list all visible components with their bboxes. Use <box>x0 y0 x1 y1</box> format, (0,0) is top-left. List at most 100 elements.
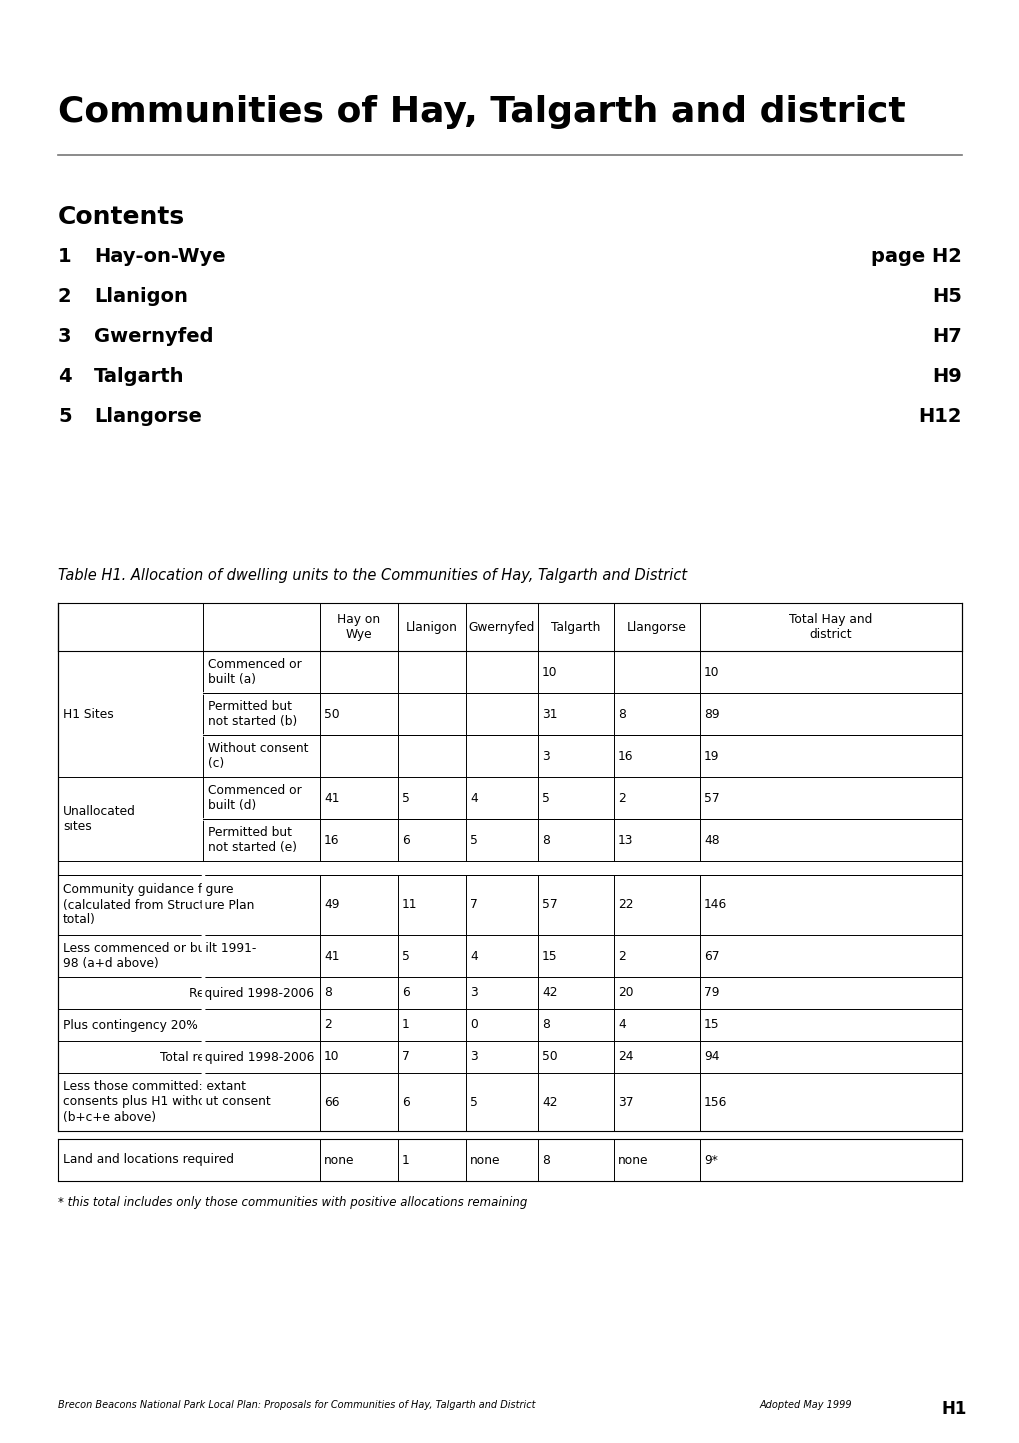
Text: Commenced or
built (d): Commenced or built (d) <box>208 784 302 812</box>
Text: Gwernyfed: Gwernyfed <box>469 620 535 633</box>
Text: 50: 50 <box>541 1051 557 1063</box>
Text: 8: 8 <box>541 834 549 847</box>
Text: Contents: Contents <box>58 205 184 229</box>
Text: * this total includes only those communities with positive allocations remaining: * this total includes only those communi… <box>58 1196 527 1209</box>
Text: none: none <box>470 1153 500 1166</box>
Text: 22: 22 <box>618 899 633 912</box>
Text: page H2: page H2 <box>870 247 961 266</box>
Text: 10: 10 <box>324 1051 339 1063</box>
Text: 1: 1 <box>401 1019 410 1032</box>
Text: 5: 5 <box>470 1095 478 1108</box>
Text: 57: 57 <box>703 792 719 805</box>
Text: Without consent
(c): Without consent (c) <box>208 742 308 771</box>
Text: Permitted but
not started (e): Permitted but not started (e) <box>208 825 297 854</box>
Text: 50: 50 <box>324 707 339 720</box>
Text: 4: 4 <box>618 1019 625 1032</box>
Text: Land and locations required: Land and locations required <box>63 1153 233 1166</box>
Text: 9*: 9* <box>703 1153 717 1166</box>
Text: 5: 5 <box>58 407 71 426</box>
Text: 42: 42 <box>541 1095 557 1108</box>
Text: 3: 3 <box>470 1051 477 1063</box>
Text: Talgarth: Talgarth <box>94 367 184 385</box>
Text: 16: 16 <box>618 749 633 762</box>
Text: H1: H1 <box>941 1400 966 1418</box>
Text: 15: 15 <box>703 1019 719 1032</box>
Text: 6: 6 <box>401 834 410 847</box>
Text: Hay on
Wye: Hay on Wye <box>337 613 380 641</box>
Text: 16: 16 <box>324 834 339 847</box>
Text: 48: 48 <box>703 834 719 847</box>
Text: H9: H9 <box>931 367 961 385</box>
Text: 5: 5 <box>401 949 410 962</box>
Text: H7: H7 <box>931 328 961 346</box>
Text: 11: 11 <box>401 899 417 912</box>
Text: 6: 6 <box>401 1095 410 1108</box>
Text: Talgarth: Talgarth <box>551 620 600 633</box>
Text: 2: 2 <box>58 287 71 306</box>
Text: 67: 67 <box>703 949 718 962</box>
Text: 0: 0 <box>470 1019 477 1032</box>
Text: Llangorse: Llangorse <box>627 620 686 633</box>
Text: 2: 2 <box>618 949 625 962</box>
Text: none: none <box>618 1153 648 1166</box>
Text: Gwernyfed: Gwernyfed <box>94 328 213 346</box>
Text: Total required 1998-2006: Total required 1998-2006 <box>159 1051 314 1063</box>
Text: 3: 3 <box>58 328 71 346</box>
Text: 8: 8 <box>324 987 331 1000</box>
Text: 10: 10 <box>541 665 557 678</box>
Text: 5: 5 <box>541 792 549 805</box>
Text: Less commenced or built 1991-
98 (a+d above): Less commenced or built 1991- 98 (a+d ab… <box>63 942 256 970</box>
Text: 41: 41 <box>324 949 339 962</box>
Text: 57: 57 <box>541 899 557 912</box>
Text: H5: H5 <box>931 287 961 306</box>
Text: 3: 3 <box>541 749 549 762</box>
Text: 8: 8 <box>541 1153 549 1166</box>
Text: 2: 2 <box>618 792 625 805</box>
Text: Adopted May 1999: Adopted May 1999 <box>759 1400 852 1410</box>
Text: 146: 146 <box>703 899 727 912</box>
Text: 31: 31 <box>541 707 557 720</box>
Text: 19: 19 <box>703 749 718 762</box>
Text: 66: 66 <box>324 1095 339 1108</box>
Text: Less those committed: extant
consents plus H1 without consent
(b+c+e above): Less those committed: extant consents pl… <box>63 1081 270 1124</box>
Text: 5: 5 <box>470 834 478 847</box>
Text: Llanigon: Llanigon <box>94 287 187 306</box>
Text: Total Hay and
district: Total Hay and district <box>789 613 872 641</box>
Text: Community guidance figure
(calculated from Structure Plan
total): Community guidance figure (calculated fr… <box>63 883 254 926</box>
Text: Plus contingency 20%: Plus contingency 20% <box>63 1019 198 1032</box>
Text: 6: 6 <box>401 987 410 1000</box>
Text: 13: 13 <box>618 834 633 847</box>
Text: none: none <box>324 1153 355 1166</box>
Text: 1: 1 <box>401 1153 410 1166</box>
Text: 156: 156 <box>703 1095 727 1108</box>
Text: 15: 15 <box>541 949 557 962</box>
Text: Commenced or
built (a): Commenced or built (a) <box>208 658 302 685</box>
Text: 7: 7 <box>401 1051 410 1063</box>
Text: Llangorse: Llangorse <box>94 407 202 426</box>
Text: Table H1. Allocation of dwelling units to the Communities of Hay, Talgarth and D: Table H1. Allocation of dwelling units t… <box>58 569 687 583</box>
Text: 89: 89 <box>703 707 719 720</box>
Text: Required 1998-2006: Required 1998-2006 <box>189 987 314 1000</box>
Text: 94: 94 <box>703 1051 718 1063</box>
Text: H1 Sites: H1 Sites <box>63 707 114 720</box>
Text: 8: 8 <box>618 707 626 720</box>
Text: 1: 1 <box>58 247 71 266</box>
Text: 4: 4 <box>470 792 477 805</box>
Text: Hay-on-Wye: Hay-on-Wye <box>94 247 225 266</box>
Text: 7: 7 <box>470 899 477 912</box>
Text: 3: 3 <box>470 987 477 1000</box>
Text: 49: 49 <box>324 899 339 912</box>
Text: 2: 2 <box>324 1019 331 1032</box>
Text: 20: 20 <box>618 987 633 1000</box>
Text: 37: 37 <box>618 1095 633 1108</box>
Text: Permitted but
not started (b): Permitted but not started (b) <box>208 700 297 729</box>
Text: Llanigon: Llanigon <box>406 620 458 633</box>
Text: 79: 79 <box>703 987 718 1000</box>
Text: H12: H12 <box>917 407 961 426</box>
Text: 10: 10 <box>703 665 718 678</box>
Text: 4: 4 <box>470 949 477 962</box>
Text: Communities of Hay, Talgarth and district: Communities of Hay, Talgarth and distric… <box>58 95 905 128</box>
Text: 41: 41 <box>324 792 339 805</box>
Text: Brecon Beacons National Park Local Plan: Proposals for Communities of Hay, Talga: Brecon Beacons National Park Local Plan:… <box>58 1400 535 1410</box>
Text: 24: 24 <box>618 1051 633 1063</box>
